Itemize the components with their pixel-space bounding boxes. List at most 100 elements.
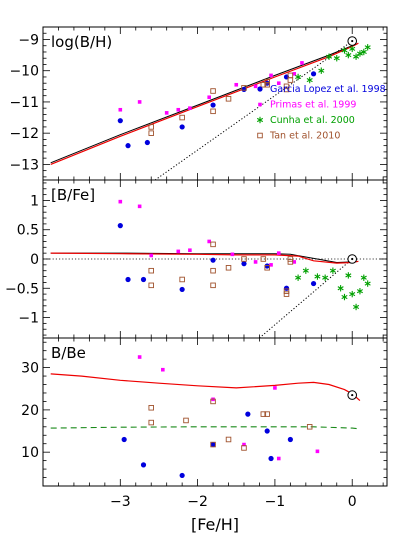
panel-2-point-asterisk-stroke	[349, 292, 356, 297]
panel-1-point-square-open	[179, 114, 185, 121]
panel-3-point-square-open	[225, 436, 232, 443]
panel-2-point-square-open	[287, 259, 294, 265]
panel-2-point-square-filled	[137, 204, 142, 209]
panel-1-point-square-open	[283, 83, 290, 90]
panel-1-point-square-filled	[207, 95, 212, 100]
panel-1-point-square-open	[287, 77, 294, 83]
panel-3-model-red	[50, 373, 361, 402]
panel-2-model-red	[50, 252, 359, 264]
panel-2-point-asterisk-stroke	[302, 268, 309, 273]
panel-3-point-dot	[245, 411, 251, 417]
panel-3-point-dot	[140, 462, 147, 468]
legend-marker-asterisk-stroke	[256, 117, 264, 123]
panel-2-ytick-label: 0.5	[17, 223, 39, 239]
panel-1-point-dot	[144, 139, 150, 146]
panel-1-point-square-filled	[253, 84, 258, 89]
panel-3-point-square-filled	[315, 449, 320, 454]
panel-3-point-square-open	[210, 441, 216, 448]
panel-3-point-square-open	[183, 417, 189, 424]
panel-2-point-dot	[179, 286, 185, 293]
panel-3-label: B/Be	[51, 344, 86, 362]
panel-1-point-square-open	[148, 124, 154, 130]
panel-1-point-asterisk	[353, 53, 360, 60]
panel-1-point-square-open	[225, 96, 232, 102]
panel-2-point-asterisk	[360, 274, 367, 281]
panel-2-dotted-line	[259, 258, 353, 338]
panel-2-point-square-filled	[118, 199, 123, 204]
panel-1-point-square-filled	[164, 111, 169, 115]
panel-2-point-asterisk-stroke	[364, 281, 371, 286]
panel-2-point-asterisk	[353, 303, 360, 311]
panel-1-sun-center	[351, 39, 354, 43]
panel-1-point-asterisk-stroke	[306, 78, 313, 83]
legend-marker-dot	[257, 86, 263, 92]
panel-2-point-dot	[140, 276, 147, 283]
panel-3-point-square-filled	[161, 367, 165, 372]
panel-1-point-asterisk	[349, 45, 356, 53]
panel-2-point-asterisk	[302, 267, 309, 274]
panel-1-point-square-filled	[188, 106, 192, 110]
panel-2-point-square-filled	[269, 263, 273, 267]
panel-1-point-square-open	[241, 85, 247, 91]
panel-1-point-dot	[125, 143, 131, 149]
panel-2-point-asterisk	[341, 293, 348, 301]
panel-2-point-asterisk	[322, 274, 329, 281]
panel-2-point-asterisk	[349, 290, 356, 298]
panel-2-point-asterisk-stroke	[322, 275, 329, 280]
panel-1-point-asterisk	[360, 48, 367, 56]
panel-2-point-asterisk-stroke	[314, 274, 321, 279]
panel-1-point-square-filled	[118, 107, 123, 112]
panel-2-label: [B/Fe]	[51, 186, 95, 204]
panel-2-point-asterisk-stroke	[353, 304, 360, 310]
panel-2-ytick-label: −0.5	[5, 281, 39, 297]
panel-1-point-dot	[117, 118, 123, 124]
panel-1-point-asterisk	[345, 51, 352, 59]
panel-2-point-asterisk-stroke	[329, 268, 336, 273]
panel-1-label: log(B/H)	[51, 33, 112, 51]
panel-2-sun-center	[351, 257, 354, 261]
panel-3-point-square-open	[210, 398, 216, 405]
panel-2-point-asterisk	[364, 280, 371, 287]
panel-2-point-dot	[241, 261, 247, 267]
panel-1-point-asterisk-stroke	[295, 74, 302, 80]
panel-2-point-square-filled	[292, 260, 297, 264]
panel-1-point-asterisk	[341, 47, 348, 54]
panel-2-point-square-open	[283, 288, 290, 294]
panel-3-sun-center	[351, 393, 354, 397]
panel-2-point-asterisk-stroke	[360, 275, 367, 280]
panel-2-point-dot	[210, 257, 216, 263]
panel-3-point-dot	[268, 455, 274, 462]
legend-entry: Cunha et al. 2000	[270, 115, 355, 126]
panel-3-xtick-label: −1	[265, 494, 286, 510]
panel-1-point-square-open	[210, 88, 216, 94]
legend-entry: Tan et al. 2010	[269, 131, 340, 142]
panel-3-point-dot	[287, 436, 293, 443]
x-axis-label: [Fe/H]	[191, 515, 239, 534]
panel-2-point-square-open	[241, 256, 247, 262]
panel-3-point-dot	[210, 441, 216, 448]
panel-2-point-square-filled	[188, 248, 192, 253]
panel-1-ytick-label: −10	[9, 64, 39, 80]
panel-1-ytick-label: −13	[9, 157, 39, 173]
panel-2-point-square-open	[260, 256, 267, 262]
panel-3-ytick-label: 30	[21, 361, 39, 377]
panel-2-point-square-filled	[176, 249, 181, 254]
panel-2-point-square-open	[287, 256, 294, 262]
panel-1-point-square-open	[210, 108, 216, 115]
legend-marker-asterisk	[256, 116, 264, 124]
panel-1-ytick-label: −12	[9, 126, 39, 142]
panel-3-ytick-label: 20	[21, 403, 39, 419]
panel-1-point-asterisk	[306, 76, 313, 84]
panel-2-point-dot	[264, 263, 270, 269]
panel-1-point-square-filled	[276, 81, 281, 86]
panel-1-point-square-filled	[137, 100, 142, 104]
panel-1-point-asterisk-stroke	[364, 45, 371, 50]
panel-3-point-square-filled	[273, 386, 277, 390]
panel-2-point-asterisk-stroke	[337, 286, 344, 291]
panel-1-point-asterisk	[318, 67, 325, 74]
panel-2-point-square-filled	[149, 253, 154, 258]
panel-1-ytick-label: −11	[9, 95, 39, 111]
panel-3-xtick-label: −3	[110, 494, 131, 510]
panel-1-ytick-label: −9	[18, 32, 39, 48]
